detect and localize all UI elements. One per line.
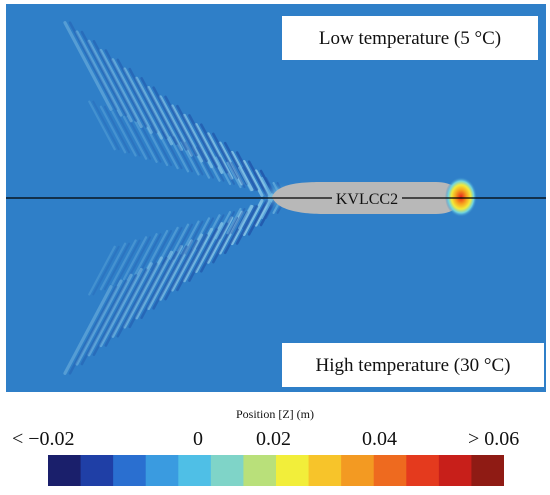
wave-field-image: KVLCC2 — [6, 4, 546, 392]
colorbar-segment — [373, 455, 407, 486]
low-temperature-label: Low temperature (5 °C) — [282, 16, 538, 60]
colorbar-segment — [178, 455, 212, 486]
ship-label: KVLCC2 — [336, 191, 398, 208]
colorbar-title: Position [Z] (m) — [236, 407, 314, 421]
colorbar-segment — [276, 455, 310, 486]
colorbar-tick-0-02: 0.02 — [256, 428, 291, 450]
colorbar-segment — [243, 455, 277, 486]
colorbar-tick-max: > 0.06 — [468, 428, 520, 450]
bow-wave — [445, 177, 477, 217]
colorbar-tick-min: < −0.02 — [12, 428, 75, 450]
ship-label-backdrop — [332, 189, 402, 207]
colorbar-segment — [341, 455, 375, 486]
colorbar-segment — [80, 455, 114, 486]
colorbar — [48, 455, 504, 486]
colorbar-segment — [48, 455, 82, 486]
colorbar-segment — [113, 455, 147, 486]
kelvin-wake-pattern — [63, 21, 288, 375]
colorbar-segment — [406, 455, 440, 486]
high-temperature-label: High temperature (30 °C) — [282, 343, 544, 387]
colorbar-segment — [145, 455, 179, 486]
colorbar-tick-zero: 0 — [193, 428, 203, 450]
colorbar-segment — [438, 455, 473, 486]
colorbar-segment — [210, 455, 245, 486]
colorbar-tick-0-04: 0.04 — [362, 428, 397, 450]
colorbar-segment — [471, 455, 504, 486]
colorbar-segment — [308, 455, 342, 486]
